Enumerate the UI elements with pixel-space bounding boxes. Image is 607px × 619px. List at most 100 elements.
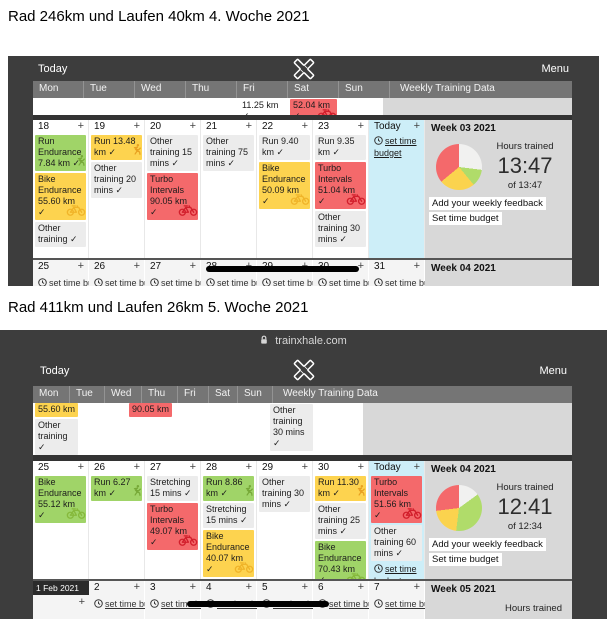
training-entry[interactable]: Other training 30 mins ✓ — [259, 476, 310, 512]
add-entry-button[interactable]: + — [133, 581, 140, 593]
bike-icon — [346, 193, 366, 208]
training-entry[interactable]: Other training 75 mins ✓ — [203, 135, 254, 171]
training-entry[interactable]: Other training 30 mins ✓ — [270, 404, 313, 451]
add-entry-button[interactable]: + — [77, 461, 84, 473]
training-entry[interactable]: Turbo Intervals 49.07 km ✓ — [147, 503, 198, 550]
set-time-link[interactable]: set time budget — [150, 278, 223, 286]
add-entry-button[interactable]: + — [301, 120, 308, 132]
add-entry-button[interactable]: + — [133, 461, 140, 473]
add-entry-button[interactable]: + — [245, 120, 252, 132]
training-entry[interactable]: Bike Endurance 55.60 km ✓ — [35, 173, 86, 220]
weekly-feedback-link[interactable]: Add your weekly feedback — [429, 538, 546, 551]
set-time-link[interactable]: set time budget — [262, 278, 335, 286]
redaction-bar — [187, 601, 329, 607]
set-time-link[interactable]: set time budget — [94, 278, 167, 286]
add-entry-button[interactable]: + — [77, 120, 84, 132]
add-entry-button[interactable]: + — [77, 260, 84, 272]
menu-button[interactable]: Menu — [541, 63, 569, 75]
date-cell-1-feb[interactable]: 1 Feb 2021 + — [33, 581, 90, 619]
training-entry[interactable]: 52.04 km ✓ — [290, 99, 337, 115]
set-time-link[interactable]: set time budget — [38, 278, 111, 286]
add-entry-button[interactable]: + — [413, 461, 420, 473]
set-time-budget-link[interactable]: set time budget — [371, 563, 422, 579]
day-cell-header: 23 + — [313, 120, 368, 134]
training-entry[interactable]: Run 11.30 km ✓ — [315, 476, 366, 501]
weekly-feedback-link[interactable]: Add your weekly feedback — [429, 197, 546, 210]
set-time-link[interactable]: set time budget — [318, 278, 391, 286]
add-entry-button[interactable]: + — [189, 461, 196, 473]
training-entry[interactable]: Other training ✓ — [35, 419, 78, 455]
training-entry[interactable]: 11.25 km ✓ — [239, 99, 286, 115]
bike-icon — [178, 204, 198, 219]
caption-week4: Rad 246km und Laufen 40km 4. Woche 2021 — [8, 8, 310, 25]
today-button[interactable]: Today — [40, 365, 70, 377]
day-cell-27: 27 + Stretching 15 mins ✓ Turbo Intervals 4… — [145, 461, 201, 579]
add-entry-button[interactable]: + — [301, 461, 308, 473]
set-time-budget-link[interactable]: Set time budget — [429, 553, 502, 566]
clock-icon — [150, 278, 159, 286]
day-cell-today: Today + Turbo Intervals 51.56 km ✓ Other tr… — [369, 461, 425, 579]
entry-label: Run 11.30 km ✓ — [318, 477, 359, 498]
training-entry[interactable]: Stretching 15 mins ✓ — [203, 503, 254, 528]
day-cell-25: 25 + Bike Endurance 55.12 km ✓ — [33, 461, 89, 579]
day-cell-header: 30 + — [313, 461, 368, 475]
week-title: Week 04 2021 — [431, 464, 496, 475]
set-time-budget-link[interactable]: set time budget — [371, 135, 422, 161]
training-entry[interactable]: Other training ✓ — [35, 222, 86, 247]
set-time-link[interactable]: set time budget — [206, 278, 279, 286]
set-time-link[interactable]: set time budget — [94, 599, 167, 610]
training-entry[interactable]: Other training 20 mins ✓ — [91, 162, 142, 198]
add-entry-button[interactable]: + — [357, 120, 364, 132]
training-entry[interactable]: Run 6.27 km ✓ — [91, 476, 142, 501]
training-entry[interactable]: Turbo Intervals 51.04 km ✓ — [315, 162, 366, 209]
add-entry-button[interactable]: + — [301, 581, 308, 593]
training-entry[interactable]: Run 8.86 km ✓ — [203, 476, 254, 501]
add-entry-button[interactable]: + — [78, 596, 85, 608]
add-entry-button[interactable]: + — [357, 461, 364, 473]
training-entry[interactable]: Bike Endurance 70.43 km ✓ — [315, 541, 366, 579]
add-entry-button[interactable]: + — [189, 120, 196, 132]
bike-icon — [66, 507, 86, 522]
add-entry-button[interactable]: + — [133, 260, 140, 272]
training-entry[interactable]: Run 9.35 km ✓ — [315, 135, 366, 160]
training-entry[interactable]: Other training 60 mins ✓ — [371, 525, 422, 561]
bike-icon — [346, 572, 366, 579]
training-entry[interactable]: Stretching 15 mins ✓ — [147, 476, 198, 501]
set-time-link[interactable]: set time budget — [374, 599, 447, 610]
app-toolbar: Today Menu — [8, 56, 599, 81]
set-time-link[interactable]: set time budget — [374, 278, 447, 286]
menu-button[interactable]: Menu — [539, 365, 567, 377]
training-entry[interactable]: Other training 25 mins ✓ — [315, 503, 366, 539]
add-entry-button[interactable]: + — [133, 120, 140, 132]
add-entry-button[interactable]: + — [357, 260, 364, 272]
add-entry-button[interactable]: + — [413, 581, 420, 593]
training-entry[interactable]: Run 9.40 km ✓ — [259, 135, 310, 160]
add-entry-button[interactable]: + — [245, 581, 252, 593]
training-entry[interactable]: Other training 30 mins ✓ — [315, 211, 366, 247]
training-entry[interactable]: Bike Endurance 50.09 km ✓ — [259, 162, 310, 209]
training-entry[interactable]: Turbo Intervals 90.05 km ✓ — [147, 173, 198, 220]
browser-address-bar[interactable]: trainxhale.com — [0, 330, 607, 352]
training-entry[interactable]: Run Endurance 7.84 km ✓ — [35, 135, 86, 171]
training-entry[interactable]: Turbo Intervals 51.56 km ✓ — [371, 476, 422, 523]
add-entry-button[interactable]: + — [189, 581, 196, 593]
app-toolbar: Today Menu — [0, 352, 607, 386]
hours-budget: of 12:34 — [507, 521, 543, 532]
training-entry[interactable]: 55.60 km ✓ — [35, 403, 78, 417]
training-entry[interactable]: Other training 15 mins ✓ — [147, 135, 198, 171]
entry-label: Bike Endurance 50.09 km ✓ — [262, 163, 306, 206]
training-entry[interactable]: Bike Endurance 40.07 km ✓ — [203, 530, 254, 577]
training-entry[interactable]: Run 13.48 km ✓ — [91, 135, 142, 160]
weekly-training-panel: Week 04 2021 Hours trained 12:41 of 12:34 Ad… — [425, 461, 572, 579]
day-number: 5 — [262, 582, 268, 593]
today-button[interactable]: Today — [38, 63, 68, 75]
training-entry[interactable]: Bike Endurance 55.12 km ✓ — [35, 476, 86, 523]
add-entry-button[interactable]: + — [189, 260, 196, 272]
training-entry[interactable]: 90.05 km ✓ — [129, 403, 172, 417]
add-entry-button[interactable]: + — [413, 260, 420, 272]
set-time-budget-link[interactable]: Set time budget — [429, 212, 502, 225]
caption-week5: Rad 411km und Laufen 26km 5. Woche 2021 — [8, 299, 309, 316]
add-entry-button[interactable]: + — [245, 461, 252, 473]
add-entry-button[interactable]: + — [413, 120, 420, 132]
add-entry-button[interactable]: + — [357, 581, 364, 593]
